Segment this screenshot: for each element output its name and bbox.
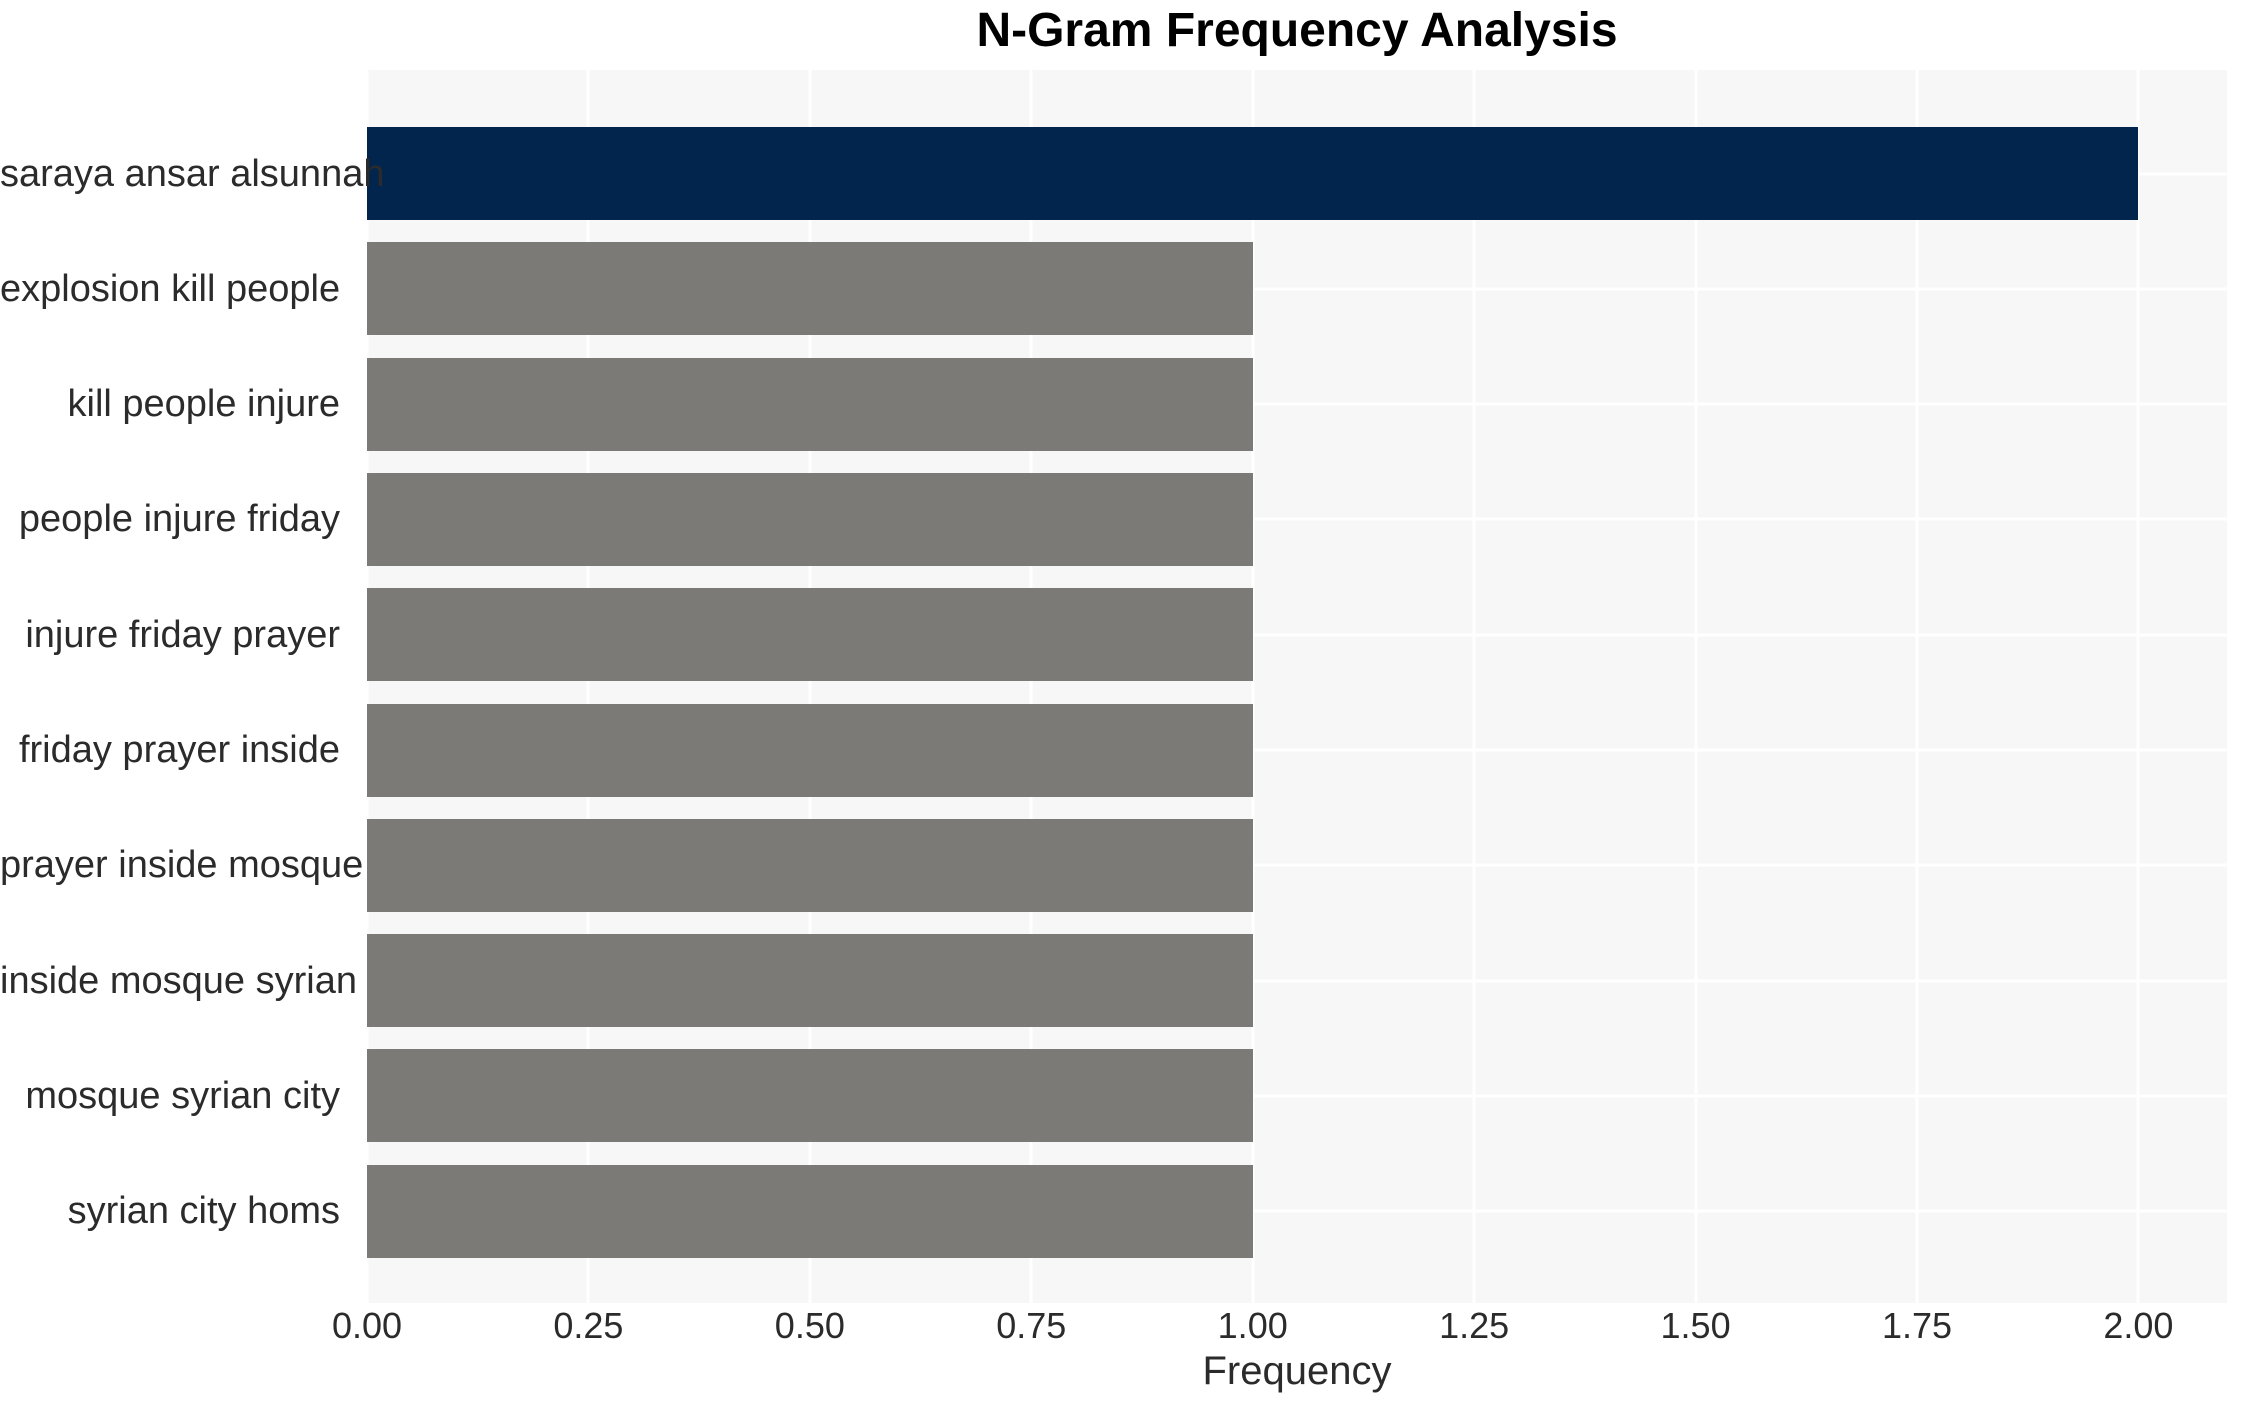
bar-injure-friday-prayer bbox=[367, 588, 1253, 682]
bar-kill-people-injure bbox=[367, 357, 1253, 451]
gridline-vertical bbox=[1694, 70, 1698, 1303]
gridline-horizontal bbox=[367, 748, 2227, 752]
gridline-horizontal bbox=[367, 1094, 2227, 1098]
y-tick-label: prayer inside mosque bbox=[0, 844, 364, 887]
y-tick-label: saraya ansar alsunnah bbox=[0, 152, 385, 195]
y-tick-label: people injure friday bbox=[18, 498, 340, 541]
bar-mosque-syrian-city bbox=[367, 1049, 1253, 1143]
bar-people-injure-friday bbox=[367, 472, 1253, 566]
plot-area bbox=[367, 70, 2227, 1303]
y-tick-label: friday prayer inside bbox=[18, 729, 340, 771]
bar-syrian-city-homs bbox=[367, 1164, 1253, 1258]
gridline-vertical bbox=[586, 70, 590, 1303]
gridline-horizontal bbox=[367, 863, 2227, 867]
x-tick-label: 0.00 bbox=[331, 1305, 403, 1346]
gridline-horizontal bbox=[367, 1209, 2227, 1213]
bar-saraya-ansar-alsunnah bbox=[367, 127, 2139, 220]
y-tick-label: inside mosque syrian bbox=[0, 959, 357, 1002]
gridline-vertical bbox=[1251, 70, 1255, 1303]
gridline-vertical bbox=[1915, 70, 1919, 1303]
x-tick-label: 1.50 bbox=[1660, 1305, 1731, 1346]
gridline-vertical bbox=[808, 70, 812, 1303]
chart-title: N-Gram Frequency Analysis bbox=[976, 4, 1618, 57]
gridline-horizontal bbox=[367, 517, 2227, 521]
x-axis-label: Frequency bbox=[1202, 1349, 1392, 1393]
gridline-vertical bbox=[367, 70, 369, 1303]
gridline-horizontal bbox=[367, 633, 2227, 637]
y-tick-label: syrian city homs bbox=[67, 1190, 340, 1233]
gridline-vertical bbox=[2136, 70, 2140, 1303]
y-tick-label: injure friday prayer bbox=[25, 613, 340, 656]
x-tick-label: 2.00 bbox=[2103, 1305, 2174, 1346]
gridline-horizontal bbox=[367, 402, 2227, 406]
y-tick-label: explosion kill people bbox=[0, 267, 341, 310]
gridline-vertical bbox=[1472, 70, 1476, 1303]
bar-inside-mosque-syrian bbox=[367, 934, 1253, 1028]
gridline-horizontal bbox=[367, 287, 2227, 291]
x-tick-label: 1.00 bbox=[1217, 1305, 1288, 1346]
gridline-horizontal bbox=[367, 979, 2227, 983]
bar-explosion-kill-people bbox=[367, 242, 1253, 336]
y-tick-label: mosque syrian city bbox=[25, 1074, 340, 1117]
x-tick-label: 0.75 bbox=[996, 1305, 1067, 1346]
x-tick-label: 1.25 bbox=[1439, 1305, 1510, 1346]
x-tick-label: 0.50 bbox=[774, 1305, 845, 1346]
x-tick-label: 1.75 bbox=[1881, 1305, 1953, 1346]
bar-prayer-inside-mosque bbox=[367, 818, 1253, 912]
x-tick-label: 0.25 bbox=[553, 1305, 624, 1346]
y-tick-label: kill people injure bbox=[67, 383, 341, 426]
bar-friday-prayer-inside bbox=[367, 703, 1253, 797]
gridline-vertical bbox=[1029, 70, 1033, 1303]
